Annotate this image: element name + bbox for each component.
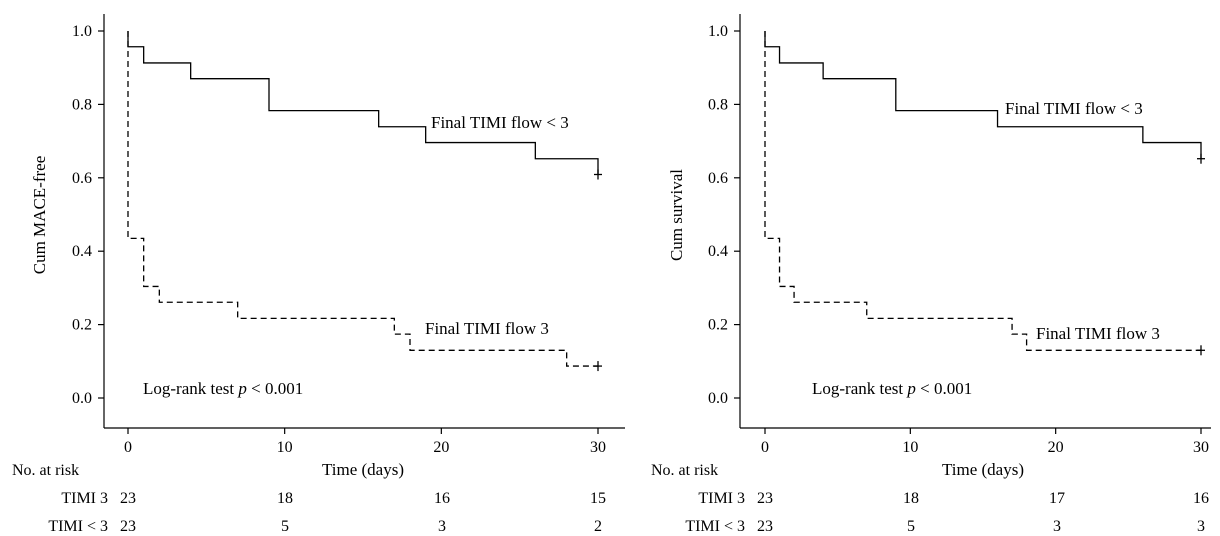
log-rank-annotation: Log-rank test p < 0.001 — [812, 379, 972, 398]
km-curve-timi-flow-3 — [127, 31, 598, 367]
risk-value: 18 — [277, 490, 293, 507]
risk-value: 5 — [281, 518, 289, 535]
x-tick-label: 20 — [1048, 439, 1064, 456]
y-tick-label: 0.8 — [72, 96, 92, 113]
km-panel-2: 0.0 0.2 0.4 0.6 0.8 1.0 0 10 20 30 Cum survival Tim… — [651, 14, 1211, 535]
km-curve-timi-flow-lt-3 — [127, 31, 599, 175]
y-tick-label: 0.6 — [708, 170, 728, 187]
risk-value: 23 — [757, 490, 773, 507]
series-label: Final TIMI flow < 3 — [431, 113, 569, 132]
x-tick-label: 0 — [124, 439, 132, 456]
x-tick-label: 30 — [590, 439, 606, 456]
log-rank-annotation: Log-rank test p < 0.001 — [143, 379, 303, 398]
x-tick-label: 20 — [433, 439, 449, 456]
y-tick-label: 1.0 — [708, 23, 728, 40]
risk-value: 16 — [1193, 490, 1209, 507]
km-curve-timi-flow-3 — [764, 31, 1201, 351]
y-tick-label: 0.2 — [708, 317, 728, 334]
risk-value: 3 — [1197, 518, 1205, 535]
risk-row-label: TIMI < 3 — [685, 518, 745, 535]
risk-value: 15 — [590, 490, 606, 507]
x-tick-label: 10 — [277, 439, 293, 456]
y-tick-label: 0.0 — [708, 390, 728, 407]
km-panel-1: 0.0 0.2 0.4 0.6 0.8 1.0 0 10 20 30 Cum MACE-free Ti… — [12, 14, 625, 535]
x-axis-label: Time (days) — [322, 460, 404, 479]
risk-value: 2 — [594, 518, 602, 535]
series-label: Final TIMI flow < 3 — [1005, 99, 1143, 118]
risk-value: 23 — [120, 518, 136, 535]
y-tick-label: 0.8 — [708, 96, 728, 113]
risk-table-title: No. at risk — [12, 462, 79, 479]
y-tick-label: 0.6 — [72, 170, 92, 187]
y-tick-label: 0.4 — [72, 243, 92, 260]
risk-value: 3 — [1053, 518, 1061, 535]
risk-value: 23 — [757, 518, 773, 535]
x-tick-label: 0 — [761, 439, 769, 456]
series-label: Final TIMI flow 3 — [425, 319, 549, 338]
risk-row-label: TIMI < 3 — [48, 518, 108, 535]
risk-value: 23 — [120, 490, 136, 507]
km-curve-timi-flow-lt-3 — [764, 31, 1202, 159]
risk-row-label: TIMI 3 — [698, 490, 745, 507]
risk-row-label: TIMI 3 — [61, 490, 108, 507]
risk-value: 18 — [903, 490, 919, 507]
risk-value: 3 — [438, 518, 446, 535]
risk-table-title: No. at risk — [651, 462, 718, 479]
risk-value: 17 — [1049, 490, 1065, 507]
x-tick-label: 10 — [902, 439, 918, 456]
y-tick-label: 1.0 — [72, 23, 92, 40]
y-axis-label: Cum MACE-free — [30, 156, 49, 275]
x-tick-label: 30 — [1193, 439, 1209, 456]
y-tick-label: 0.2 — [72, 317, 92, 334]
risk-value: 16 — [434, 490, 450, 507]
risk-value: 5 — [907, 518, 915, 535]
series-label: Final TIMI flow 3 — [1036, 324, 1160, 343]
y-tick-label: 0.4 — [708, 243, 728, 260]
y-tick-label: 0.0 — [72, 390, 92, 407]
x-axis-label: Time (days) — [942, 460, 1024, 479]
y-axis-label: Cum survival — [667, 169, 686, 261]
